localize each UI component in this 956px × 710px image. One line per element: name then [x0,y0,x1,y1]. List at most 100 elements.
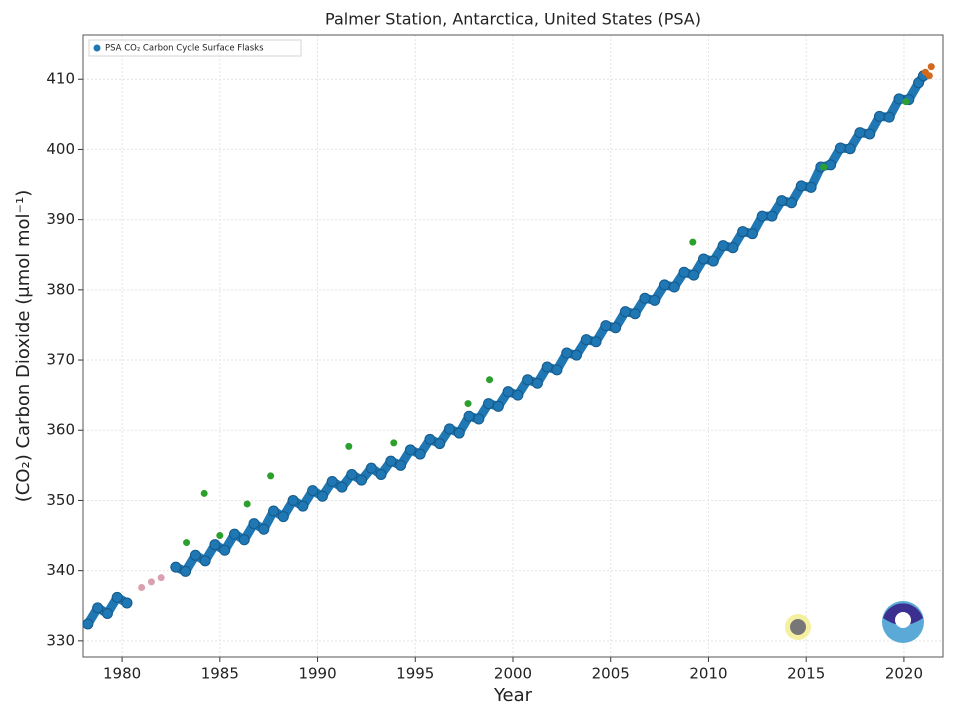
data-point [766,210,778,222]
data-point [180,565,192,577]
data-point [404,444,416,456]
data-point [277,511,289,523]
y-tick-label: 410 [46,70,75,88]
data-point [326,475,338,487]
data-point [434,438,446,450]
gml-logo [785,614,811,640]
data-point [356,474,368,486]
data-point [183,539,191,547]
data-point [619,306,631,318]
x-tick-label: 2020 [885,665,923,683]
data-point [453,427,465,439]
x-tick-label: 2005 [592,665,630,683]
data-point [199,555,211,567]
data-point [590,336,602,348]
x-tick-label: 1990 [298,665,336,683]
x-tick-label: 2010 [689,665,727,683]
data-point [483,398,495,410]
y-tick-label: 400 [46,140,75,158]
data-point [473,413,485,425]
data-point [629,308,641,320]
data-point [925,72,933,80]
y-tick-label: 340 [46,561,75,579]
data-point [776,195,788,207]
data-point [228,528,240,540]
data-point [492,400,504,412]
data-point [571,349,583,361]
data-point [268,505,280,517]
data-point [219,544,231,556]
y-axis-label: (CO₂) Carbon Dioxide (μmol mol⁻¹) [13,190,34,503]
data-point [551,364,563,376]
x-axis-label: Year [493,685,533,706]
data-point [689,238,697,246]
data-point [873,110,885,122]
x-tick-label: 2015 [787,665,825,683]
data-point [756,210,768,222]
data-point [531,377,543,389]
data-point [92,602,104,614]
data-point [678,266,690,278]
data-point [346,468,358,480]
y-tick-label: 390 [46,210,75,228]
noaa-logo [882,601,924,643]
chart-title: Palmer Station, Antarctica, United State… [325,10,701,29]
data-point [157,574,165,582]
legend-label: PSA CO₂ Carbon Cycle Surface Flasks [105,44,264,54]
data-point [600,320,612,332]
data-point [737,226,749,238]
x-tick-label: 2000 [494,665,532,683]
data-point [443,423,455,435]
data-point [717,240,729,252]
plot-area: 330 340 350 360 370 380 390 400 410 1980 1985 1990 1… [46,34,944,683]
data-point [147,578,155,586]
data-point [463,410,475,422]
data-point [854,127,866,139]
x-tick-label: 1985 [201,665,239,683]
data-point [424,433,436,445]
data-point [200,489,208,497]
data-point [82,618,94,630]
data-point [365,462,377,474]
data-point [502,386,514,398]
data-point [522,374,534,386]
data-point [707,255,719,267]
data-point [189,549,201,561]
data-point [727,242,739,254]
data-point [834,142,846,154]
data-point [795,180,807,192]
data-point [561,347,573,359]
data-point [209,539,221,551]
data-point [101,607,113,619]
data-point [111,591,123,603]
data-point [248,518,260,530]
data-point [825,159,837,171]
data-point [287,494,299,506]
data-point [464,400,472,408]
data-point [243,500,251,508]
x-tick-label: 1995 [396,665,434,683]
data-point [805,181,817,193]
data-point [336,481,348,493]
data-point [307,485,319,497]
data-point [138,583,146,591]
data-point [375,468,387,480]
data-point [345,442,353,450]
data-point [170,561,182,573]
data-point [390,439,398,447]
data-point [610,322,622,334]
data-point [580,334,592,346]
legend: PSA CO₂ Carbon Cycle Surface Flasks [88,39,302,57]
data-point [786,197,798,209]
legend-marker [93,44,101,52]
data-point [883,111,895,123]
data-point [668,281,680,293]
y-tick-label: 370 [46,351,75,369]
data-point [746,228,758,240]
data-point [216,532,224,540]
data-point [844,143,856,155]
y-tick-label: 330 [46,631,75,649]
data-point [512,389,524,401]
data-point [541,361,553,373]
